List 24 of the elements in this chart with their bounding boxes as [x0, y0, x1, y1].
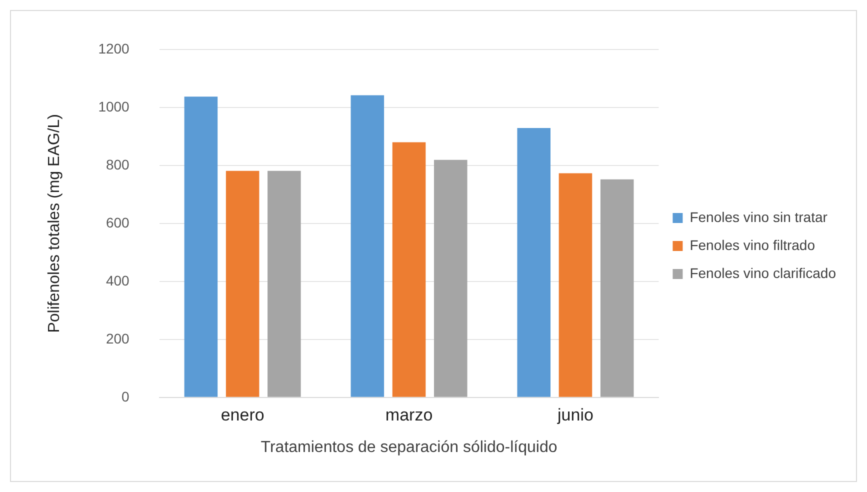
bar: [350, 95, 384, 397]
y-tick-label: 600: [106, 214, 130, 230]
y-tick-label: 800: [106, 156, 130, 172]
bar: [517, 128, 551, 397]
legend-label: Fenoles vino sin tratar: [690, 208, 828, 225]
bar: [184, 96, 218, 397]
bar: [558, 173, 592, 397]
x-tick-label: enero: [220, 405, 264, 424]
x-tick-label: junio: [556, 405, 594, 424]
bar: [268, 170, 301, 397]
bar: [392, 142, 426, 397]
y-tick-label: 200: [106, 330, 130, 346]
legend-label: Fenoles vino clarificado: [690, 264, 836, 281]
bar: [600, 179, 634, 397]
y-tick-label: 1000: [98, 98, 130, 114]
y-tick-label: 400: [106, 272, 130, 288]
x-tick-label: marzo: [385, 405, 433, 424]
y-axis-title: Polifenoles totales (mg EAG/L): [46, 114, 64, 333]
legend-label: Fenoles vino filtrado: [690, 236, 816, 253]
y-tick-label: 0: [122, 388, 130, 404]
bar: [434, 160, 468, 397]
y-tick-label: 1200: [98, 40, 130, 56]
x-axis-title: Tratamientos de separación sólido-líquido: [260, 438, 558, 456]
bar: [226, 170, 260, 397]
